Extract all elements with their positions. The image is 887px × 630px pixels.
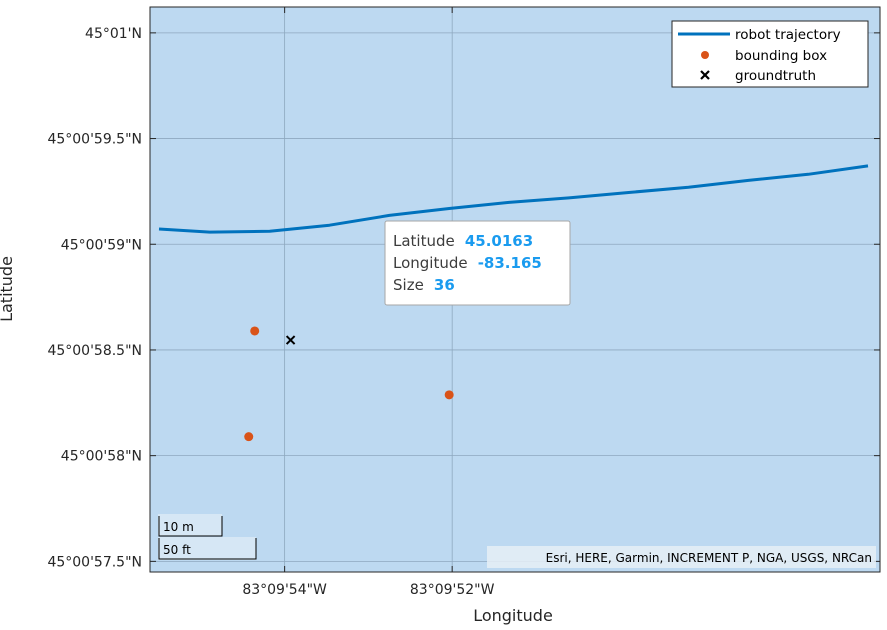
attribution: Esri, HERE, Garmin, INCREMENT P, NGA, US… (487, 546, 876, 568)
trajectory-line[interactable] (158, 164, 869, 234)
legend-label-robot-trajectory: robot trajectory (735, 27, 841, 43)
bounding-box-point[interactable] (244, 432, 254, 442)
datatip-row-latitude: Latitude 45.0163 (393, 231, 533, 250)
tick-labels: 83°09'54"W 83°09'52"W 45°01'N 45°00'59.5"N 4… (47, 7, 880, 598)
scale-bar-metric-label: 10 m (163, 520, 194, 534)
bounding-box-point[interactable] (444, 390, 454, 400)
y-tick-label: 45°01'N (85, 26, 142, 42)
datatip[interactable]: Latitude 45.0163 Longitude -83.165 Size … (384, 220, 571, 306)
axes-box (149, 6, 881, 573)
plot-area[interactable] (158, 164, 869, 442)
y-tick-label: 45°00'58.5"N (47, 343, 142, 359)
datatip-row-longitude: Longitude -83.165 (393, 253, 542, 272)
legend-label-groundtruth: groundtruth (735, 68, 816, 84)
y-tick-label: 45°00'58"N (61, 449, 142, 465)
legend[interactable]: robot trajectory bounding box groundtrut… (671, 20, 869, 88)
datatip-latitude-value: 45.0163 (465, 232, 533, 250)
x-axis-label: Longitude (473, 606, 553, 625)
datatip-box (384, 220, 571, 306)
scale-bar: 10 m 50 ft (158, 514, 257, 560)
datatip-row-size: Size 36 (393, 275, 455, 294)
datatip-latitude-label: Latitude (393, 232, 455, 250)
datatip-longitude-value: -83.165 (478, 254, 542, 272)
y-tick-label: 45°00'59"N (61, 237, 142, 253)
bounding-box-point[interactable] (250, 326, 260, 336)
groundtruth-point[interactable] (285, 335, 296, 345)
attribution-text: Esri, HERE, Garmin, INCREMENT P, NGA, US… (546, 551, 872, 565)
y-tick-label: 45°00'57.5"N (47, 554, 142, 570)
legend-label-bounding-box: bounding box (735, 48, 827, 64)
scale-bar-imperial-label: 50 ft (163, 543, 191, 557)
datatip-size-label: Size (393, 276, 424, 294)
datatip-size-value: 36 (434, 276, 455, 294)
y-axis-label: Latitude (0, 256, 16, 322)
y-tick-label: 45°00'59.5"N (47, 132, 142, 148)
legend-marker-swatch (701, 51, 709, 59)
legend-x-swatch (700, 70, 710, 80)
x-tick-label: 83°09'52"W (410, 582, 495, 598)
x-tick-label: 83°09'54"W (242, 582, 327, 598)
datatip-longitude-label: Longitude (393, 254, 468, 272)
